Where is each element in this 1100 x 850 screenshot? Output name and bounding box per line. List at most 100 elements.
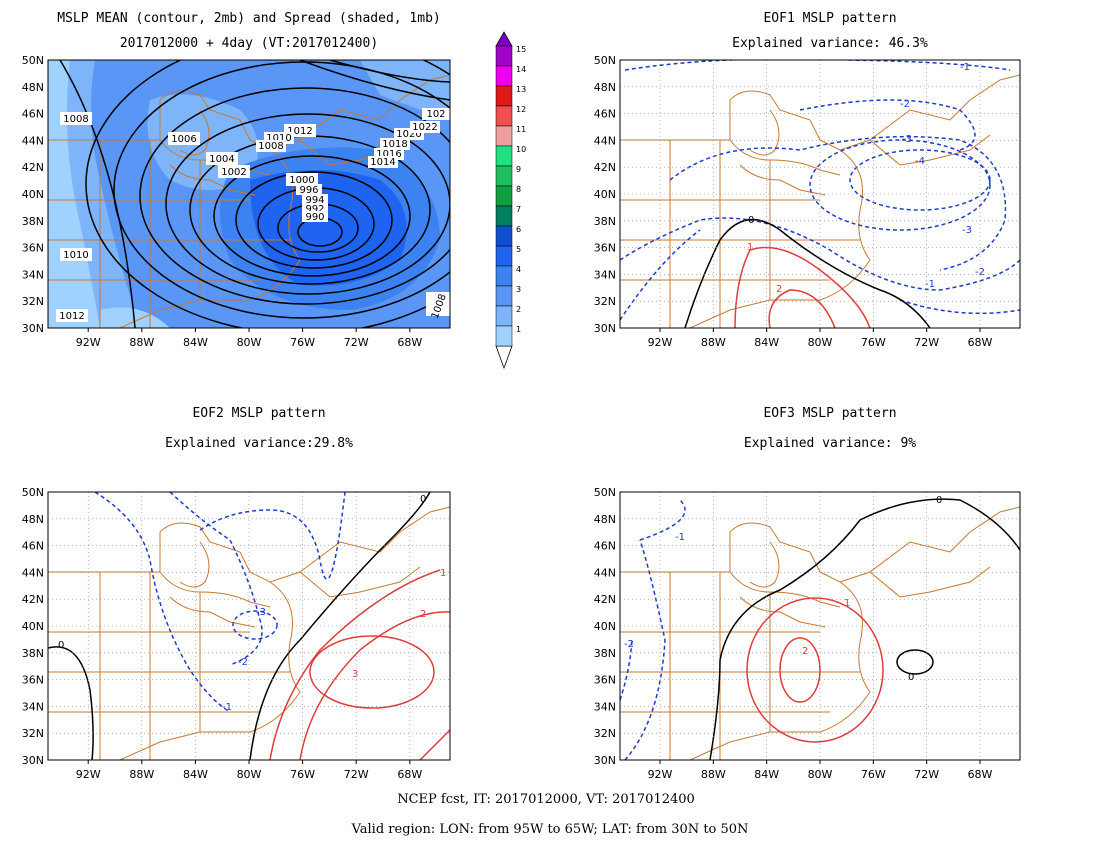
eof2-contour-labels: 0 0 -3 -2 -1 1 2 3: [58, 494, 446, 713]
mean-contour-label: 1022: [410, 121, 440, 133]
mean-contour-label: 1010: [60, 248, 92, 261]
lon-tick-label: 68W: [968, 336, 993, 349]
lat-tick-label: 36N: [594, 242, 616, 255]
svg-text:1004: 1004: [209, 154, 234, 165]
lon-tick-label: 76W: [861, 336, 886, 349]
lat-tick-label: 30N: [594, 754, 616, 767]
svg-text:1018: 1018: [382, 139, 407, 150]
svg-text:1006: 1006: [171, 134, 196, 145]
svg-text:1022: 1022: [412, 122, 437, 133]
eof3-variance: Explained variance: 9%: [744, 436, 916, 451]
svg-text:-2: -2: [900, 99, 910, 110]
mean-contour-label: 102: [422, 108, 450, 120]
lon-tick-label: 92W: [648, 336, 673, 349]
colorbar-swatch: [495, 225, 513, 247]
colorbar-swatch: [495, 205, 513, 227]
svg-text:0: 0: [748, 215, 754, 226]
lat-tick-label: 44N: [594, 566, 616, 579]
lon-tick-label: 76W: [290, 768, 315, 781]
colorbar-label: 1: [516, 325, 521, 334]
lat-tick-label: 46N: [22, 108, 44, 121]
footer-forecast-info: NCEP fcst, IT: 2017012000, VT: 201701240…: [397, 792, 695, 807]
mean-contour-label: 1002: [218, 165, 250, 178]
mean-contour-label: 1008: [256, 140, 286, 152]
colorbar-label: 3: [516, 285, 521, 294]
spread-shading-light-sw: [100, 307, 170, 328]
eof3-map-outlines: [620, 506, 1020, 760]
lon-tick-label: 92W: [648, 768, 673, 781]
lat-tick-label: 42N: [22, 161, 44, 174]
lat-tick-label: 38N: [594, 647, 616, 660]
colorbar-swatch: [495, 105, 513, 127]
svg-text:-3: -3: [962, 225, 972, 236]
svg-text:1010: 1010: [266, 133, 291, 144]
colorbar-label: 14: [516, 65, 526, 74]
svg-text:0: 0: [420, 494, 426, 505]
eof2-variance: Explained variance:29.8%: [165, 436, 353, 451]
svg-text:1008: 1008: [63, 114, 88, 125]
svg-text:990: 990: [305, 212, 324, 223]
lat-tick-label: 50N: [22, 54, 44, 67]
lat-tick-label: 32N: [22, 295, 44, 308]
svg-text:1014: 1014: [370, 157, 395, 168]
mean-contour-labels: 1008 1006 1004 1002 1000 996 994 992 990…: [56, 108, 450, 322]
lat-tick-label: 48N: [594, 513, 616, 526]
lat-tick-label: 32N: [594, 727, 616, 740]
lon-tick-label: 88W: [701, 768, 726, 781]
colorbar-swatch: [495, 305, 513, 327]
svg-text:996: 996: [299, 185, 318, 196]
eof2-title: EOF2 MSLP pattern: [192, 406, 325, 421]
lon-tick-label: 88W: [129, 768, 154, 781]
eof1-variance: Explained variance: 46.3%: [732, 36, 928, 51]
colorbar-swatch: [495, 185, 513, 207]
eof3-contour-labels: -1 -2 0 0 1 2: [624, 495, 942, 683]
eof1-axis-ticks: 92W 88W 84W 80W 76W 72W 68W 50N 48N 46N 44N 42N 40N 3…: [594, 54, 993, 349]
lat-tick-label: 44N: [594, 134, 616, 147]
svg-text:-3: -3: [902, 134, 912, 145]
eof3-grid: [620, 492, 1020, 760]
svg-text:-4: -4: [915, 156, 925, 167]
lat-tick-label: 44N: [22, 566, 44, 579]
colorbar-swatch: [495, 145, 513, 167]
colorbar-top-arrow: [495, 31, 513, 47]
lon-tick-label: 80W: [237, 768, 262, 781]
eof1-map-outlines: [620, 74, 1020, 328]
lat-tick-label: 46N: [22, 540, 44, 553]
mean-contour-label: 1014: [368, 156, 398, 168]
svg-text:1002: 1002: [221, 167, 246, 178]
colorbar-label: 11: [516, 125, 526, 134]
svg-text:0: 0: [58, 640, 64, 651]
eof3-panel: EOF3 MSLP pattern Explained variance: 9%: [594, 406, 1021, 781]
colorbar-label: 8: [516, 185, 521, 194]
lon-tick-label: 92W: [76, 768, 101, 781]
colorbar-swatch: [495, 325, 513, 347]
lat-tick-label: 48N: [594, 81, 616, 94]
lat-tick-label: 44N: [22, 134, 44, 147]
svg-text:-1: -1: [222, 702, 232, 713]
lon-tick-label: 72W: [344, 336, 369, 349]
svg-text:1012: 1012: [287, 126, 312, 137]
lon-tick-label: 76W: [861, 768, 886, 781]
lat-tick-label: 40N: [594, 620, 616, 633]
svg-text:2: 2: [776, 284, 782, 295]
colorbar-swatch: [495, 285, 513, 307]
lon-tick-label: 80W: [808, 336, 833, 349]
eof1-title: EOF1 MSLP pattern: [763, 11, 896, 26]
colorbar-swatch: [495, 65, 513, 87]
lon-tick-label: 80W: [808, 768, 833, 781]
lat-tick-label: 46N: [594, 540, 616, 553]
eof3-axis-ticks: 92W 88W 84W 80W 76W 72W 68W 50N 48N 46N 44N 42N 40N 3…: [594, 486, 993, 781]
lat-tick-label: 42N: [594, 161, 616, 174]
footer-valid-region: Valid region: LON: from 95W to 65W; LAT:…: [351, 822, 749, 837]
mean-contour-label: 1004: [206, 152, 238, 165]
mean-contour-label: 1006: [168, 132, 200, 145]
mean-contour-label: 1008: [60, 112, 92, 125]
lon-tick-label: 72W: [344, 768, 369, 781]
colorbar-label: 10: [516, 145, 526, 154]
mean-contour-label: 1012: [56, 309, 88, 322]
svg-text:992: 992: [305, 204, 324, 215]
colorbar-swatch: [495, 245, 513, 267]
colorbar-label: 4: [516, 265, 521, 274]
eof1-grid: [620, 60, 1020, 328]
svg-text:1: 1: [844, 598, 850, 609]
